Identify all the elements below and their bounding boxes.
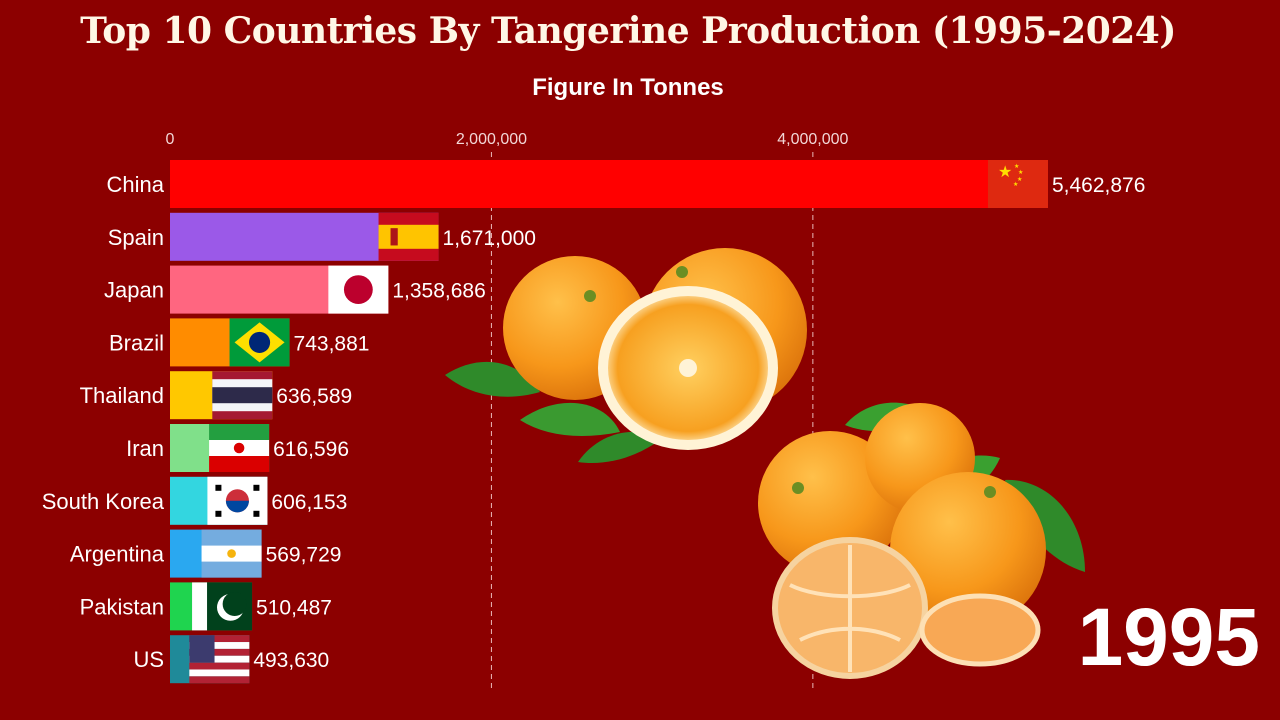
value-label-us: 493,630 <box>253 649 329 672</box>
svg-text:★: ★ <box>1017 176 1022 183</box>
china-flag-icon: ★ ★★★★ <box>987 160 1048 208</box>
tangerine-segment-icon <box>919 593 1041 667</box>
category-label-us: US <box>133 647 164 672</box>
tangerine-icon <box>890 472 1046 628</box>
value-label-spain: 1,671,000 <box>443 227 536 250</box>
category-label-japan: Japan <box>104 278 164 303</box>
category-label-iran: Iran <box>126 436 164 461</box>
tangerine-illustration <box>445 248 1085 679</box>
category-label-thailand: Thailand <box>80 383 164 408</box>
usa-flag-icon <box>189 635 250 684</box>
x-tick-label: 4,000,000 <box>777 131 848 148</box>
value-label-japan: 1,358,686 <box>392 280 485 303</box>
bar-china <box>170 160 1048 208</box>
leaf-icon <box>578 431 660 464</box>
category-label-argentina: Argentina <box>70 542 165 567</box>
category-label-pakistan: Pakistan <box>80 594 164 619</box>
spain-flag-icon <box>378 212 439 261</box>
value-label-south-korea: 606,153 <box>271 491 347 514</box>
x-tick-label: 0 <box>166 131 175 148</box>
value-label-brazil: 743,881 <box>294 332 370 355</box>
thailand-flag-icon <box>212 371 273 420</box>
japan-flag-icon <box>328 265 389 314</box>
category-label-south-korea: South Korea <box>42 489 165 514</box>
brazil-flag-icon <box>229 318 290 367</box>
value-label-argentina: 569,729 <box>266 544 342 567</box>
value-label-pakistan: 510,487 <box>256 596 332 619</box>
svg-text:★: ★ <box>998 162 1012 181</box>
svg-text:★: ★ <box>1014 163 1019 170</box>
value-label-thailand: 636,589 <box>276 385 352 408</box>
iran-flag-icon <box>209 424 270 472</box>
chart-subtitle: Figure In Tonnes <box>532 74 724 101</box>
chart-title: Top 10 Countries By Tangerine Production… <box>80 10 1176 52</box>
argentina-flag-icon <box>201 529 262 578</box>
year-label: 1995 <box>1077 592 1260 683</box>
leaf-icon <box>520 402 620 436</box>
category-label-brazil: Brazil <box>109 330 164 355</box>
value-label-china: 5,462,876 <box>1052 174 1145 197</box>
x-tick-label: 2,000,000 <box>456 131 527 148</box>
pakistan-flag-icon <box>192 582 253 631</box>
svg-text:★: ★ <box>1013 181 1018 188</box>
value-label-iran: 616,596 <box>273 438 349 461</box>
svg-text:★: ★ <box>1018 169 1023 176</box>
category-label-china: China <box>107 172 165 197</box>
leaf-icon <box>445 361 540 397</box>
category-label-spain: Spain <box>108 225 164 250</box>
south-korea-flag-icon <box>207 476 268 525</box>
